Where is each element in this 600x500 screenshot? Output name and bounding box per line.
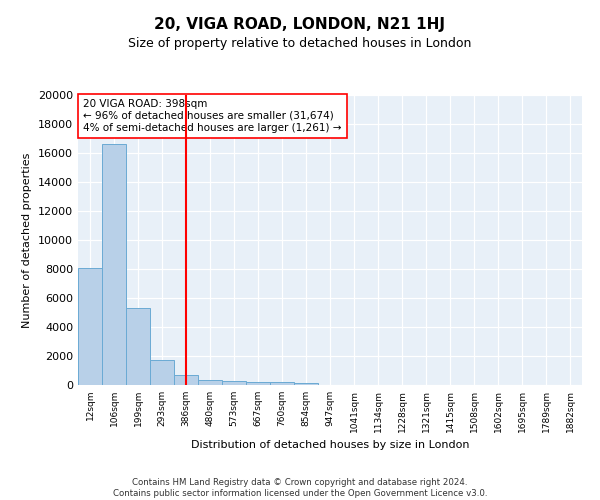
Text: 20, VIGA ROAD, LONDON, N21 1HJ: 20, VIGA ROAD, LONDON, N21 1HJ bbox=[155, 18, 445, 32]
Text: Contains HM Land Registry data © Crown copyright and database right 2024.
Contai: Contains HM Land Registry data © Crown c… bbox=[113, 478, 487, 498]
Bar bbox=[102, 144, 126, 385]
Bar bbox=[150, 360, 174, 385]
Bar bbox=[126, 308, 150, 385]
Bar bbox=[174, 375, 198, 385]
Bar bbox=[78, 268, 102, 385]
X-axis label: Distribution of detached houses by size in London: Distribution of detached houses by size … bbox=[191, 440, 469, 450]
Bar bbox=[294, 382, 318, 385]
Bar bbox=[246, 382, 270, 385]
Y-axis label: Number of detached properties: Number of detached properties bbox=[22, 152, 32, 328]
Text: 20 VIGA ROAD: 398sqm
← 96% of detached houses are smaller (31,674)
4% of semi-de: 20 VIGA ROAD: 398sqm ← 96% of detached h… bbox=[83, 100, 341, 132]
Text: Size of property relative to detached houses in London: Size of property relative to detached ho… bbox=[128, 38, 472, 51]
Bar bbox=[270, 382, 294, 385]
Bar bbox=[222, 381, 246, 385]
Bar bbox=[198, 380, 222, 385]
